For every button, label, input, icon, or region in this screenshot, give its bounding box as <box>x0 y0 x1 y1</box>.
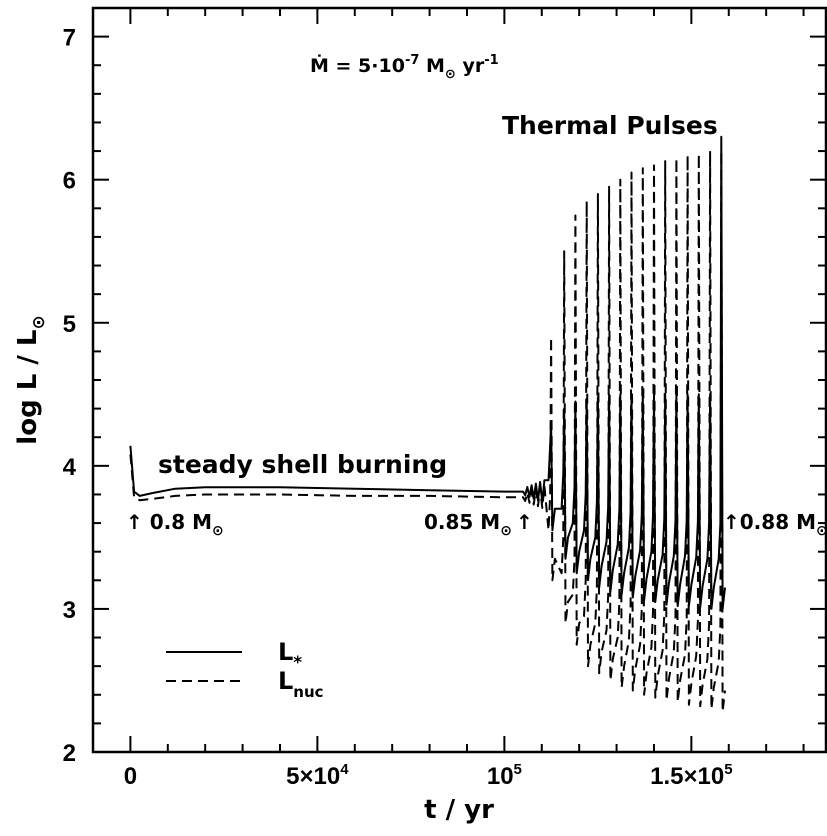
x-axis-label: t / yr <box>424 795 494 825</box>
y-axis-label: log L / L⊙ <box>13 315 49 444</box>
x-tick-label: 0 <box>124 763 137 790</box>
series-line-lnuc <box>129 150 726 713</box>
thermal-pulses-label: Thermal Pulses <box>502 111 718 140</box>
y-tick-label: 7 <box>63 25 76 52</box>
x-tick-label: 1.5×105 <box>650 761 732 790</box>
y-tick-label: 3 <box>63 597 76 624</box>
legend-label-lstar: L* <box>278 638 302 673</box>
mdot-annotation: Ṁ = 5·10-7 M⊙ yr-1 <box>310 53 499 82</box>
y-tick-label: 6 <box>63 168 76 195</box>
legend: L* Lnuc <box>166 638 324 701</box>
axis-ticks: 2 3 4 5 6 7 0 5×104 105 1.5×105 <box>63 7 826 790</box>
legend-label-lnuc: Lnuc <box>278 667 324 701</box>
x-tick-label: 105 <box>487 761 522 790</box>
steady-shell-label: steady shell burning <box>158 450 447 479</box>
mass-0-8-label: ↑ 0.8 M⊙ <box>126 510 224 539</box>
y-tick-label: 5 <box>63 311 76 338</box>
series-layer <box>129 135 726 713</box>
x-tick-label: 5×104 <box>286 761 349 790</box>
y-tick-label: 4 <box>63 454 77 481</box>
y-tick-label: 2 <box>63 740 76 767</box>
mass-0-85-label: 0.85 M⊙ ↑ <box>424 510 533 539</box>
mass-0-88-label: ↑0.88 M⊙ <box>723 510 827 539</box>
